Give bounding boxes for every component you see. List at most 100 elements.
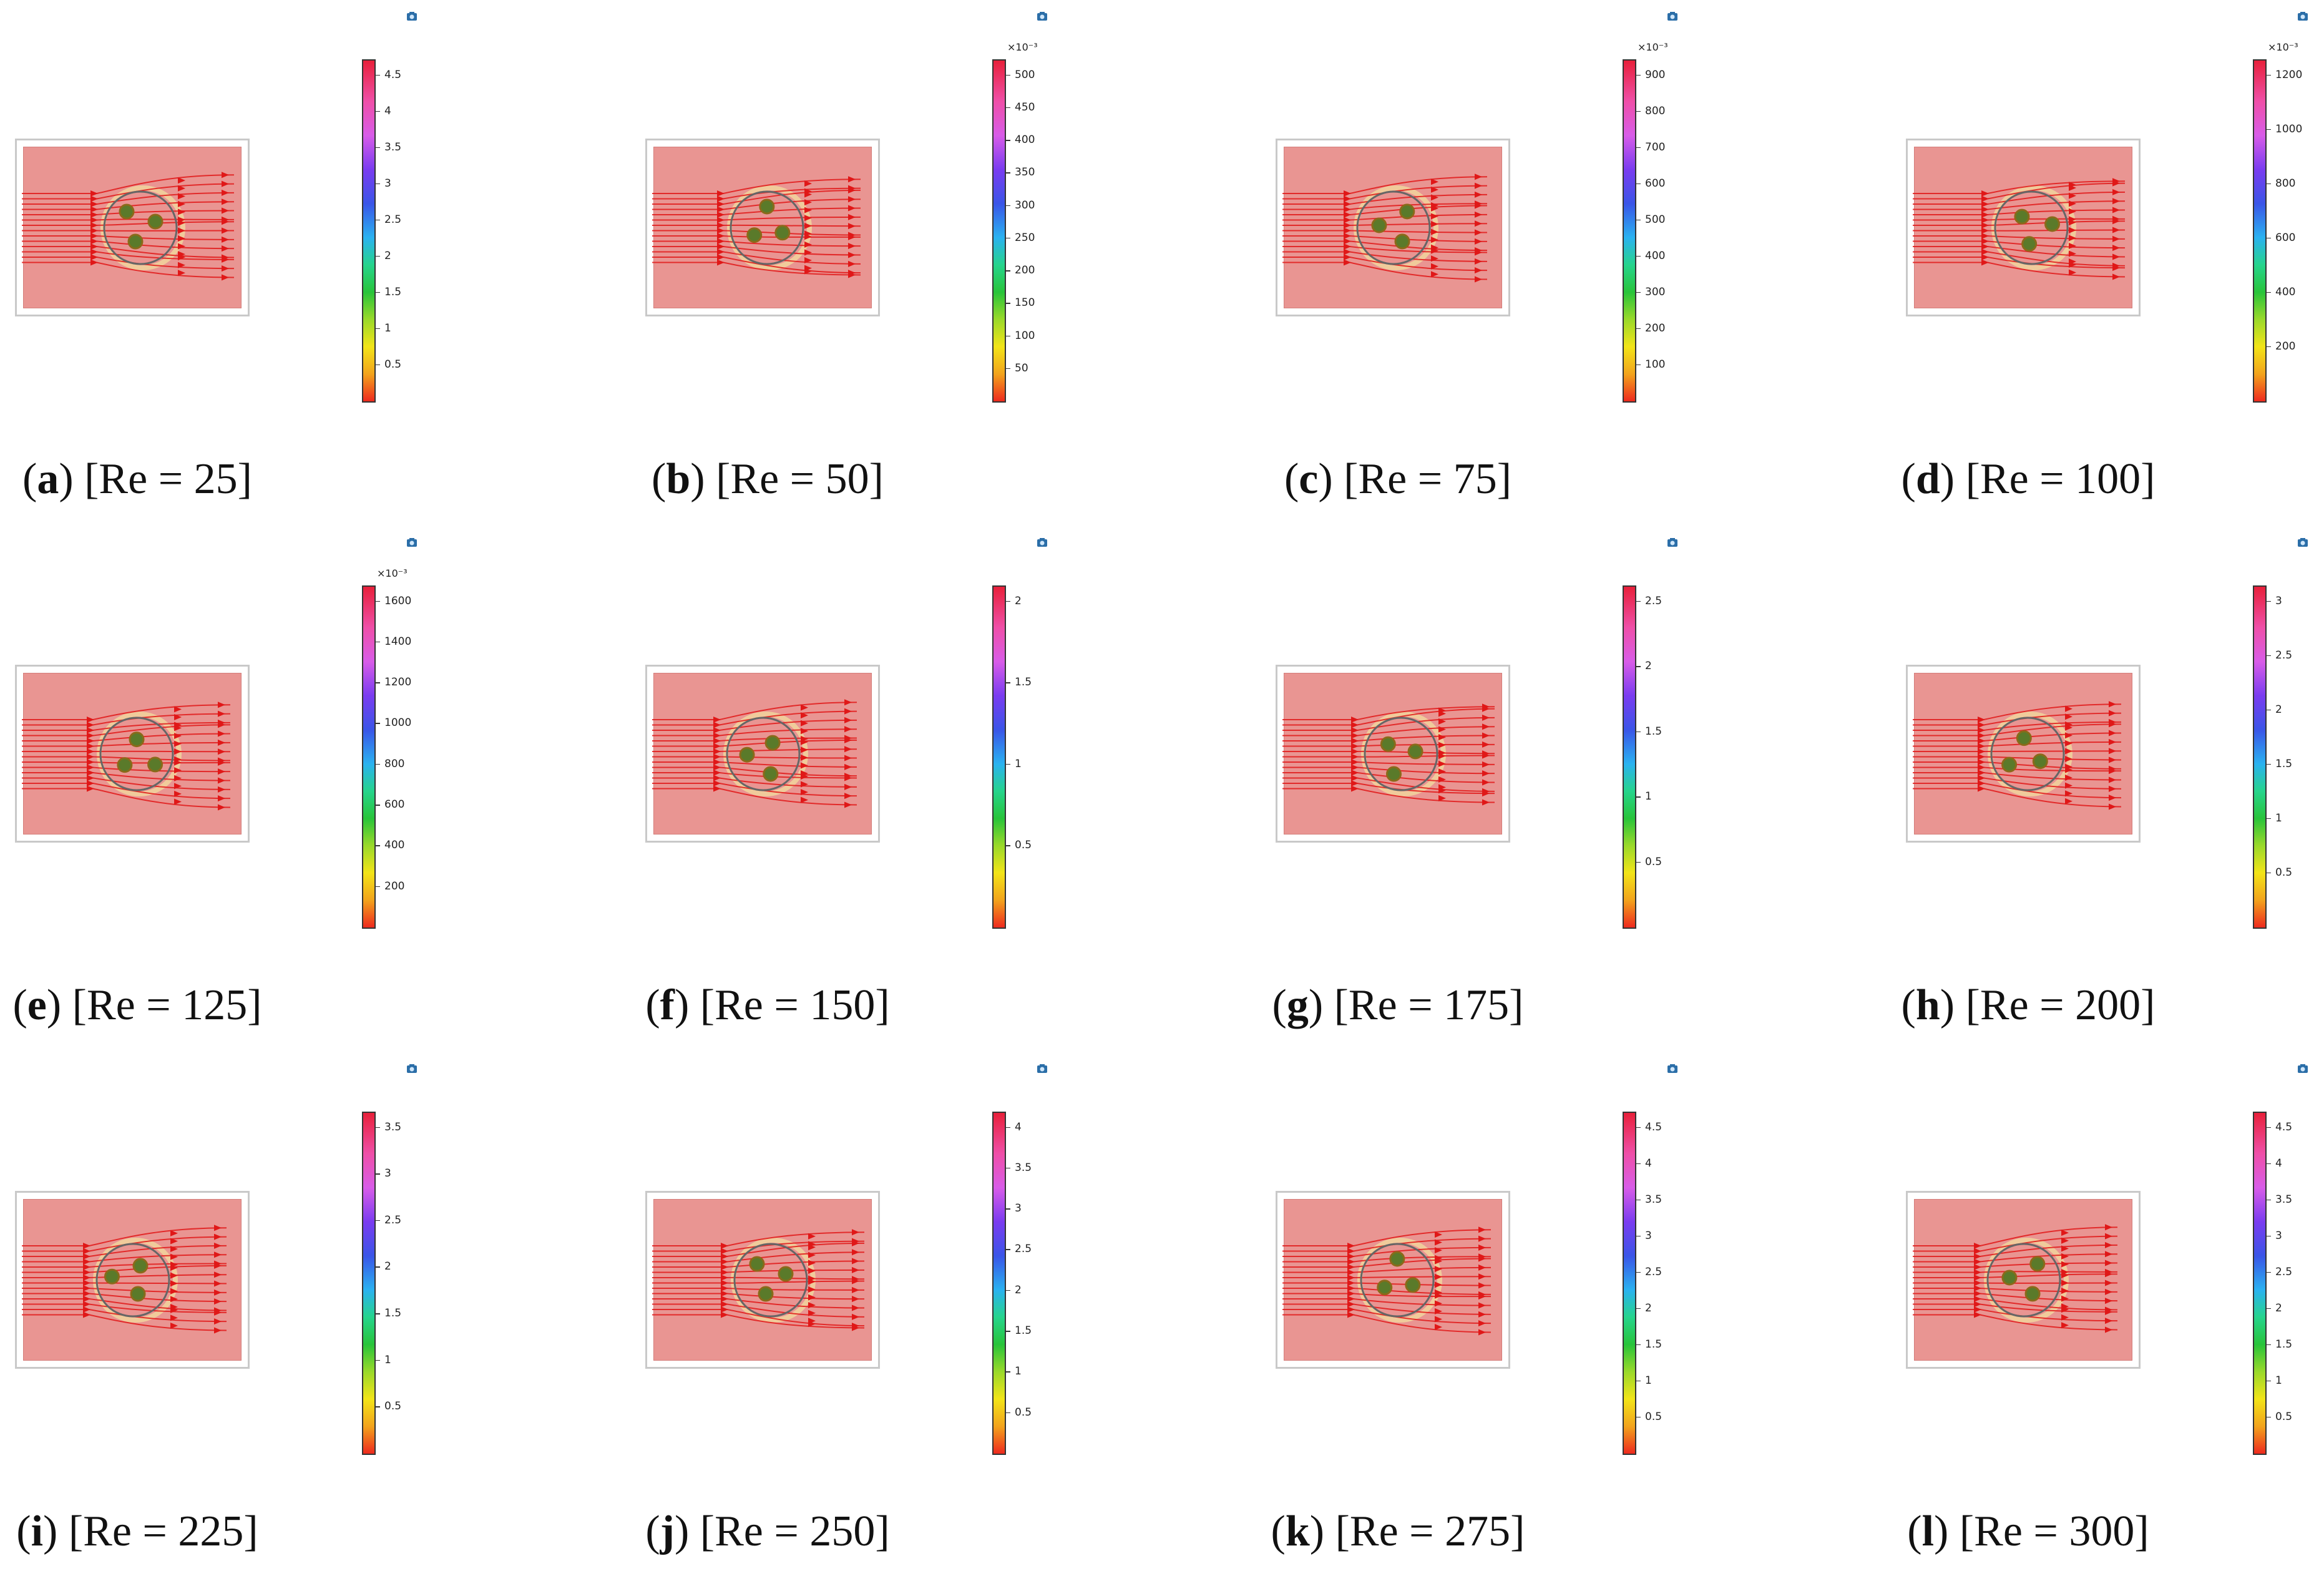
particle [1378, 1281, 1392, 1295]
streamline [22, 1255, 227, 1261]
streamline-arrow [1478, 1320, 1486, 1326]
streamline-arrow [1344, 254, 1351, 260]
streamline-arrow [1351, 733, 1359, 739]
streamline-plot [17, 1193, 251, 1371]
streamline-arrow [2105, 1251, 2112, 1257]
streamline-arrow [2109, 701, 2116, 707]
streamline-arrow [90, 228, 98, 234]
colorbar-multiplier: ×10⁻³ [377, 567, 408, 579]
flow-domain [1906, 1191, 2141, 1369]
streamline-arrow [214, 1234, 222, 1240]
streamline-arrow [222, 237, 229, 243]
streamline-arrow [1478, 1245, 1486, 1251]
reynolds-label: [Re = 250] [700, 1507, 890, 1555]
streamline-arrow [721, 1291, 728, 1297]
streamline-arrow [717, 228, 725, 234]
streamline-arrow [1351, 770, 1359, 776]
streamline-arrow [1978, 727, 1985, 733]
colorbar-tick: 0.5 [1006, 1406, 1032, 1419]
streamline-arrow [848, 252, 856, 258]
colorbar-tick: 900 [1636, 69, 1665, 81]
colorbar-tick: 1 [376, 1354, 391, 1366]
streamline-arrow [1478, 1236, 1486, 1242]
particle [2031, 1257, 2044, 1271]
streamline [1282, 242, 1487, 251]
streamline-arrow [2109, 710, 2116, 717]
streamline-arrow [87, 786, 94, 792]
streamline-plot [1277, 1193, 1512, 1371]
colorbar-tick: 0.5 [2267, 866, 2292, 879]
colorbar-tick: 100 [1636, 358, 1665, 371]
streamline [22, 751, 230, 752]
particle [2017, 732, 2031, 745]
streamline-arrow [83, 1296, 90, 1302]
streamline [1913, 757, 2121, 760]
streamline-arrow [1978, 759, 1985, 765]
streamline [1913, 1271, 2117, 1272]
streamline-arrow [170, 1230, 178, 1236]
particle [1400, 205, 1414, 218]
streamline-arrow [721, 1253, 728, 1260]
streamline-arrow [721, 1296, 728, 1302]
streamline [22, 1304, 227, 1313]
colorbar [1623, 59, 1636, 403]
streamline [22, 773, 230, 781]
particle [779, 1267, 793, 1281]
colorbar-tick: 3 [1636, 1230, 1652, 1242]
streamline-arrow [852, 1267, 859, 1273]
streamline-arrow [848, 261, 856, 267]
camera-icon [406, 537, 417, 547]
flow-domain [1276, 139, 1510, 316]
streamline-arrow [1344, 249, 1351, 255]
streamline-arrow [2109, 795, 2116, 801]
colorbar-tick: 600 [2267, 232, 2295, 244]
streamline-arrow [848, 205, 856, 212]
streamline-arrow [1981, 201, 1989, 207]
streamline [652, 768, 857, 776]
streamline-arrow [721, 1243, 728, 1249]
streamline-arrow [87, 722, 94, 728]
streamline-arrow [1482, 780, 1490, 786]
particle [1395, 235, 1409, 248]
streamline-arrow [1351, 780, 1359, 786]
streamline-arrow [852, 1229, 859, 1235]
streamline-arrow [1475, 183, 1482, 189]
streamline-arrow [90, 207, 98, 213]
streamline [652, 749, 857, 751]
colorbar-tick: 1400 [376, 635, 411, 648]
panel-caption: (j) [Re = 250] [630, 1507, 905, 1557]
streamline-arrow [87, 733, 94, 739]
streamline-arrow [90, 249, 98, 255]
camera-icon [2297, 11, 2308, 21]
camera-icon [1037, 537, 1048, 547]
streamline-arrow [1478, 1265, 1486, 1271]
streamline [22, 1275, 227, 1278]
streamline-arrow [90, 201, 98, 207]
panel-caption: (b) [Re = 50] [630, 454, 905, 504]
colorbar-tick: 1200 [376, 676, 411, 688]
streamline-arrow [2109, 730, 2116, 737]
particle [748, 228, 761, 242]
streamline-arrow [1978, 754, 1985, 760]
streamline-arrow [1981, 260, 1989, 266]
streamline-arrow [2112, 189, 2120, 195]
colorbar-tick: 1 [1636, 1374, 1652, 1387]
streamline-arrow [1344, 243, 1351, 250]
particle [149, 758, 162, 771]
streamline-arrow [1478, 1329, 1486, 1335]
flow-domain [645, 139, 880, 316]
streamline-arrow [1981, 238, 1989, 245]
particle [766, 736, 779, 750]
reynolds-label: [Re = 25] [84, 455, 252, 503]
streamline-arrow [852, 1287, 859, 1293]
colorbar-tick: 0.5 [2267, 1411, 2292, 1423]
colorbar-tick: 1.5 [1636, 1338, 1662, 1351]
streamline-arrow [1974, 1280, 1981, 1286]
streamline-arrow [852, 1305, 859, 1311]
streamline-arrow [1974, 1264, 1981, 1270]
panel-caption: (g) [Re = 175] [1261, 981, 1535, 1030]
